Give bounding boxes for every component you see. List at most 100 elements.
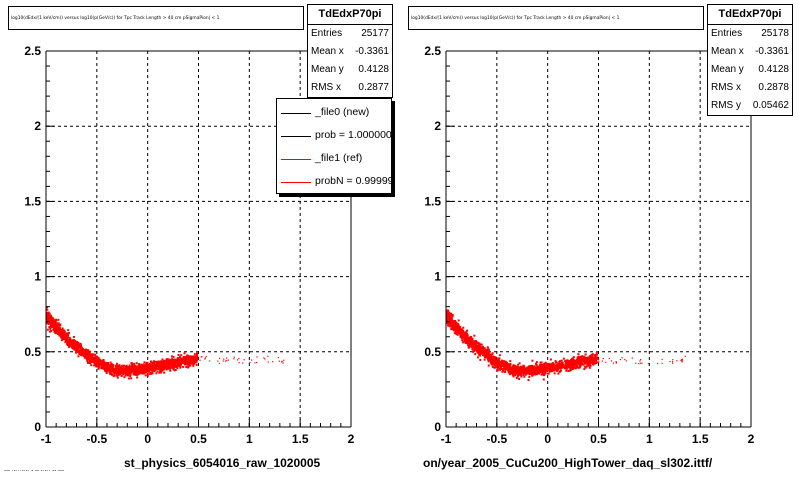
data-point	[54, 332, 57, 335]
data-point	[446, 314, 449, 317]
data-point	[517, 363, 520, 366]
data-point	[465, 339, 468, 342]
data-point	[148, 365, 151, 368]
data-point	[166, 365, 169, 368]
data-point	[539, 365, 542, 368]
data-point	[516, 368, 519, 371]
data-point	[164, 359, 167, 362]
data-point	[514, 371, 517, 374]
data-point	[168, 367, 171, 370]
data-point	[74, 345, 77, 348]
data-point	[498, 362, 501, 365]
data-point	[167, 358, 170, 361]
data-point	[577, 353, 580, 356]
data-point	[528, 375, 531, 378]
data-point	[72, 335, 75, 338]
data-point	[163, 371, 166, 374]
data-point	[76, 346, 79, 349]
data-point	[102, 367, 105, 370]
stats-label: Entries	[711, 28, 743, 39]
data-point	[591, 353, 594, 356]
data-point	[75, 347, 78, 350]
data-point	[564, 366, 567, 369]
data-point	[152, 364, 155, 367]
data-point	[572, 366, 575, 369]
data-point	[104, 365, 107, 368]
data-point	[509, 362, 512, 365]
data-point	[171, 361, 174, 364]
data-point	[559, 363, 562, 366]
data-point	[191, 358, 194, 361]
data-point	[68, 346, 71, 349]
data-point	[625, 360, 627, 362]
stats-row: Mean x -0.3361	[708, 43, 792, 61]
data-point	[281, 360, 283, 363]
data-point	[502, 361, 505, 364]
data-point	[227, 359, 229, 361]
data-point	[525, 371, 528, 374]
stats-row: Mean x -0.3361	[308, 43, 392, 61]
data-point	[506, 362, 509, 365]
data-point	[587, 362, 590, 365]
data-point	[151, 367, 154, 370]
data-point	[640, 359, 642, 361]
x-axis-title: on/year_2005_CuCu200_HighTower_daq_sl302…	[423, 456, 713, 470]
data-point	[595, 360, 598, 363]
data-point	[95, 361, 98, 364]
data-point	[593, 354, 596, 357]
data-point	[112, 364, 115, 367]
data-point	[116, 370, 119, 373]
data-point	[194, 361, 197, 364]
data-point	[131, 369, 134, 372]
data-point	[576, 366, 579, 369]
data-point	[146, 365, 149, 368]
data-point	[451, 322, 454, 325]
data-point	[63, 336, 66, 339]
data-point	[449, 322, 452, 325]
data-point	[195, 360, 198, 363]
stats-value: -0.3361	[755, 46, 789, 57]
data-point	[154, 364, 157, 367]
data-point	[70, 345, 73, 348]
data-point	[560, 365, 563, 368]
data-point	[446, 318, 449, 321]
data-point	[185, 361, 188, 364]
data-point	[184, 357, 187, 360]
x-tick-label: -1	[41, 432, 52, 446]
legend-label: prob = 1.000000	[315, 129, 392, 141]
data-point	[61, 328, 64, 331]
data-point	[583, 368, 586, 371]
data-point	[109, 371, 112, 374]
data-point	[66, 343, 69, 346]
stats-label: Mean y	[711, 64, 744, 75]
data-point	[69, 344, 72, 347]
data-point	[454, 321, 457, 324]
stats-label: RMS y	[711, 100, 741, 111]
data-point	[46, 308, 49, 311]
data-point	[450, 318, 453, 321]
data-point	[65, 334, 68, 337]
data-point	[588, 366, 591, 369]
data-point	[520, 366, 523, 369]
data-point	[122, 373, 125, 376]
data-point	[566, 365, 569, 368]
data-point	[451, 326, 454, 329]
data-point	[162, 367, 165, 370]
data-point	[119, 366, 122, 369]
data-point	[127, 372, 130, 375]
data-point	[49, 315, 52, 318]
data-point	[56, 328, 59, 331]
stats-row: RMS x 0.2878	[708, 79, 792, 97]
data-point	[467, 341, 470, 344]
data-point	[562, 357, 565, 360]
legend-label: _file1 (ref)	[315, 152, 363, 164]
data-point	[160, 366, 163, 369]
data-point	[222, 360, 224, 362]
data-point	[544, 361, 547, 364]
data-point	[193, 361, 196, 363]
data-point	[467, 344, 470, 347]
data-point	[567, 366, 570, 369]
data-point	[496, 369, 499, 372]
data-point	[584, 362, 587, 365]
data-point	[52, 321, 55, 324]
